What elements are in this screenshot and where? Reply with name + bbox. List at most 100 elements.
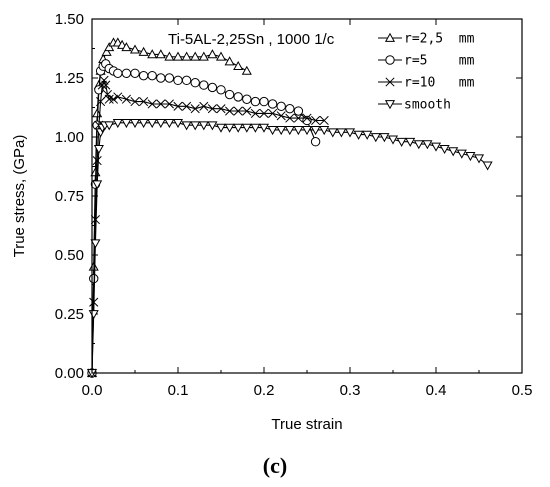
data-point	[121, 118, 132, 129]
data-point	[336, 128, 347, 138]
data-point	[267, 99, 278, 109]
data-point	[276, 101, 286, 112]
data-point	[181, 75, 192, 86]
legend-marker	[385, 77, 395, 87]
data-point	[473, 154, 485, 164]
data-point	[319, 126, 330, 136]
data-point	[207, 121, 218, 131]
data-point	[164, 51, 175, 61]
data-point	[121, 42, 132, 52]
series-1	[86, 37, 252, 377]
data-point	[465, 152, 476, 162]
y-tick-label: 0.00	[55, 365, 84, 382]
data-point	[242, 94, 252, 104]
data-point	[362, 130, 373, 140]
data-point	[121, 94, 131, 104]
data-point	[199, 101, 209, 111]
legend-label: r=5 mm	[404, 54, 475, 69]
data-point	[182, 101, 192, 111]
annotation-text: Ti-5AL-2,25Sn , 1000 1/c	[168, 31, 335, 48]
data-point	[259, 108, 269, 118]
data-point	[129, 44, 141, 54]
data-point	[216, 104, 226, 114]
x-tick-label: 0.5	[512, 382, 533, 399]
data-point	[156, 99, 166, 109]
data-point	[138, 46, 149, 56]
data-point	[310, 126, 321, 136]
data-point	[422, 140, 433, 150]
data-point	[164, 73, 175, 83]
series-4	[86, 118, 493, 379]
data-point	[90, 239, 101, 249]
series-2	[87, 59, 321, 378]
data-point	[301, 126, 313, 136]
data-point	[224, 89, 235, 100]
data-point	[276, 111, 286, 121]
data-point	[276, 126, 287, 136]
data-point	[164, 118, 175, 129]
data-point	[173, 75, 183, 86]
data-point	[456, 149, 467, 159]
legend-label: r=2,5 mm	[404, 32, 475, 47]
legend-label: smooth	[404, 98, 451, 113]
y-tick-label: 1.00	[55, 129, 84, 146]
data-point	[129, 118, 141, 129]
data-point	[233, 92, 243, 102]
data-point	[250, 108, 260, 118]
legend-label: r=10 mm	[404, 76, 475, 91]
tick-marks	[91, 18, 523, 374]
data-point	[156, 73, 166, 83]
data-point	[405, 137, 416, 147]
legend: r=2,5 mm r=5 mm r=10 mm smooth	[378, 32, 475, 113]
data-point	[97, 80, 107, 90]
x-axis-title: True strain	[271, 416, 342, 433]
data-point	[147, 118, 158, 129]
data-point	[258, 123, 270, 133]
data-point	[101, 46, 112, 56]
data-point	[190, 51, 201, 61]
data-point	[225, 106, 235, 116]
data-point	[268, 108, 278, 118]
data-point	[104, 94, 114, 104]
data-point	[344, 128, 356, 138]
data-point	[311, 115, 321, 126]
data-point	[113, 68, 123, 78]
data-point	[233, 106, 243, 116]
data-point	[224, 56, 235, 66]
data-point	[112, 118, 123, 129]
data-point	[216, 85, 226, 95]
data-point	[198, 51, 209, 61]
data-point	[293, 126, 304, 136]
data-point	[310, 137, 321, 147]
data-point	[104, 42, 115, 52]
x-tick-label: 0.3	[340, 382, 361, 399]
tick-labels: 0.0 0.1 0.2 0.3 0.4 0.5 0.00 0.25 0.50 0.75 1.00 1.…	[55, 11, 533, 399]
data-point	[104, 121, 115, 131]
data-point	[233, 60, 244, 71]
data-point	[215, 123, 227, 133]
data-point	[130, 97, 140, 107]
data-point	[387, 135, 399, 145]
data-point	[190, 78, 200, 88]
data-point	[353, 130, 364, 140]
data-point	[302, 113, 312, 123]
data-point	[396, 137, 407, 147]
data-point	[207, 104, 217, 114]
data-point	[94, 85, 104, 95]
plot-frame	[91, 18, 523, 374]
data-point	[198, 121, 209, 131]
data-point	[293, 113, 303, 123]
legend-entry-3: r=10 mm	[378, 76, 475, 91]
data-point	[92, 180, 103, 190]
legend-marker	[385, 55, 395, 65]
data-point	[430, 142, 442, 152]
data-point	[482, 161, 493, 171]
y-tick-label: 0.75	[55, 188, 84, 205]
legend-entry-1: r=2,5 mm	[378, 32, 475, 47]
data-point	[147, 99, 157, 109]
data-point	[413, 140, 424, 150]
data-point	[164, 99, 174, 109]
data-point	[108, 94, 119, 104]
data-point	[190, 104, 200, 114]
